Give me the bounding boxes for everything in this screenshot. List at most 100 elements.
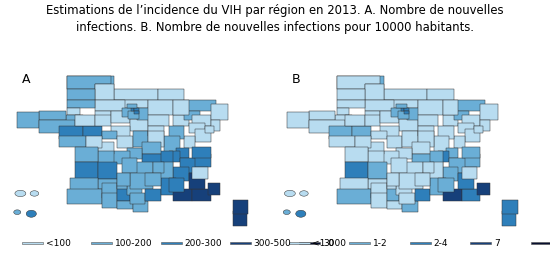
Polygon shape — [98, 151, 114, 165]
Polygon shape — [208, 183, 220, 195]
Ellipse shape — [283, 210, 290, 214]
Text: B: B — [292, 73, 300, 87]
Polygon shape — [122, 158, 138, 173]
Polygon shape — [387, 183, 396, 189]
Polygon shape — [477, 183, 490, 195]
FancyBboxPatch shape — [299, 242, 320, 244]
Polygon shape — [65, 116, 83, 126]
Polygon shape — [98, 142, 114, 154]
Polygon shape — [169, 126, 184, 139]
Text: Estimations de l’incidence du VIH par région en 2013. A. Nombre de nouvelles
inf: Estimations de l’incidence du VIH par ré… — [46, 4, 504, 34]
FancyBboxPatch shape — [531, 242, 550, 244]
Polygon shape — [309, 111, 335, 120]
Polygon shape — [133, 201, 148, 212]
Polygon shape — [353, 126, 371, 137]
Polygon shape — [392, 107, 402, 117]
Polygon shape — [192, 167, 208, 179]
FancyBboxPatch shape — [289, 242, 310, 244]
Text: 100-200: 100-200 — [115, 239, 152, 248]
Polygon shape — [383, 100, 418, 107]
Polygon shape — [454, 100, 485, 111]
Polygon shape — [148, 100, 173, 116]
Polygon shape — [402, 131, 418, 147]
Polygon shape — [67, 76, 111, 89]
Polygon shape — [173, 167, 189, 181]
Polygon shape — [67, 107, 80, 116]
Polygon shape — [158, 151, 173, 167]
Polygon shape — [177, 148, 189, 158]
Polygon shape — [67, 89, 95, 100]
FancyBboxPatch shape — [161, 242, 182, 244]
Polygon shape — [454, 111, 469, 120]
Polygon shape — [368, 142, 383, 154]
Polygon shape — [438, 151, 449, 162]
Polygon shape — [117, 183, 126, 189]
Polygon shape — [461, 167, 477, 179]
Polygon shape — [98, 179, 117, 189]
Polygon shape — [173, 100, 189, 116]
FancyBboxPatch shape — [349, 242, 370, 244]
Polygon shape — [449, 158, 469, 173]
Polygon shape — [134, 111, 139, 114]
Polygon shape — [70, 178, 98, 196]
Polygon shape — [399, 118, 418, 131]
Polygon shape — [192, 116, 211, 126]
Polygon shape — [122, 107, 133, 117]
Polygon shape — [383, 89, 427, 100]
Polygon shape — [67, 100, 95, 107]
Polygon shape — [211, 120, 220, 131]
Polygon shape — [145, 189, 161, 201]
Polygon shape — [365, 100, 394, 111]
Polygon shape — [189, 123, 205, 133]
Polygon shape — [402, 162, 422, 178]
Polygon shape — [344, 162, 368, 179]
Polygon shape — [111, 126, 130, 137]
Polygon shape — [184, 111, 200, 120]
Polygon shape — [102, 131, 117, 139]
Ellipse shape — [284, 190, 295, 196]
Polygon shape — [95, 100, 125, 111]
Polygon shape — [114, 89, 158, 100]
Polygon shape — [59, 136, 86, 147]
Polygon shape — [465, 154, 480, 167]
FancyBboxPatch shape — [410, 242, 431, 244]
Polygon shape — [465, 129, 480, 142]
Polygon shape — [83, 126, 102, 137]
Polygon shape — [344, 147, 368, 162]
Polygon shape — [142, 142, 161, 154]
Polygon shape — [459, 173, 474, 189]
Polygon shape — [461, 116, 480, 126]
Polygon shape — [443, 167, 459, 181]
Polygon shape — [371, 131, 387, 139]
Polygon shape — [133, 131, 148, 147]
Polygon shape — [387, 201, 402, 209]
Polygon shape — [427, 151, 443, 167]
Polygon shape — [368, 162, 387, 179]
Polygon shape — [396, 183, 411, 195]
Polygon shape — [337, 76, 381, 89]
Polygon shape — [399, 193, 415, 204]
Polygon shape — [329, 136, 355, 147]
Polygon shape — [381, 111, 399, 123]
Polygon shape — [404, 111, 409, 114]
Polygon shape — [438, 178, 454, 192]
Polygon shape — [67, 76, 114, 89]
Polygon shape — [371, 193, 387, 207]
Polygon shape — [148, 116, 169, 126]
Polygon shape — [459, 123, 474, 133]
Polygon shape — [86, 136, 102, 148]
Polygon shape — [169, 178, 184, 192]
Polygon shape — [399, 173, 422, 189]
Polygon shape — [411, 142, 431, 154]
Polygon shape — [418, 116, 438, 126]
Polygon shape — [67, 189, 102, 204]
Polygon shape — [480, 120, 490, 131]
Text: A: A — [22, 73, 31, 87]
Polygon shape — [95, 111, 111, 118]
Polygon shape — [111, 111, 130, 123]
Polygon shape — [446, 148, 459, 158]
Polygon shape — [192, 189, 211, 201]
Polygon shape — [117, 186, 130, 201]
Text: 3000: 3000 — [323, 239, 346, 248]
Polygon shape — [480, 105, 498, 120]
